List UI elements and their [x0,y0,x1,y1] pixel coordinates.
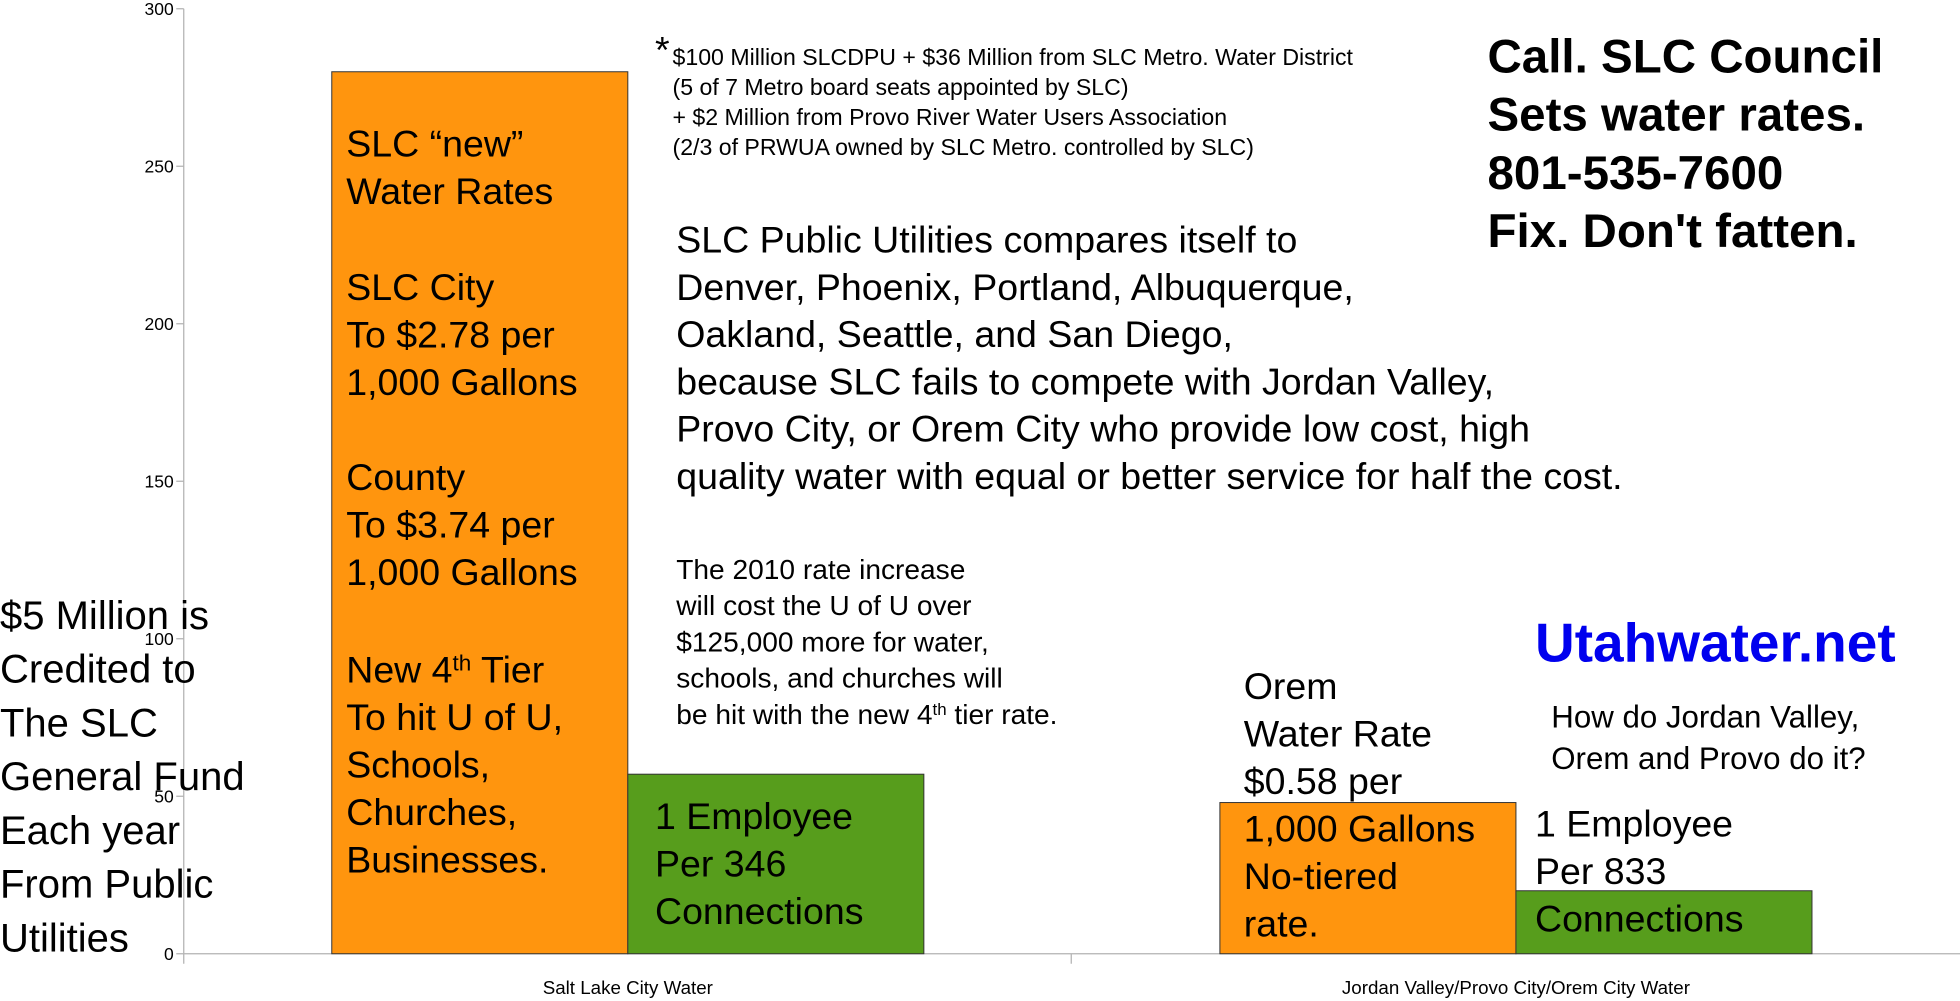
y-tick-label: 100 [145,629,174,649]
annotation: From Public [0,863,213,907]
annotation: County [346,456,465,498]
x-tick-label: Jordan Valley/Provo City/Orem City Water [1342,977,1690,998]
annotation: How do Jordan Valley, [1551,700,1859,735]
annotation-text: Tier [471,649,544,691]
bar [331,71,629,955]
annotation: Denver, Phoenix, Portland, Albuquerque, [676,266,1354,308]
annotation: $100 Million SLCDPU + $36 Million from S… [673,44,1354,70]
annotation: Connections [655,890,863,932]
x-tick-label: Salt Lake City Water [543,977,713,998]
annotation: General Fund [0,755,245,799]
bar [1219,802,1517,955]
annotation: SLC “new” [346,122,523,164]
superscript: th [453,650,472,675]
annotation: Provo City, or Orem City who provide low… [676,408,1530,450]
y-tick-label: 50 [154,787,174,807]
annotation: Orem and Provo do it? [1551,741,1865,776]
annotation: quality water with equal or better servi… [676,455,1622,497]
annotation: To $2.78 per [346,314,554,356]
y-tick-label: 0 [164,944,174,964]
annotation: To hit U of U, [346,696,563,738]
annotation: SLC City [346,266,494,308]
annotation: rate. [1244,902,1319,944]
bar [627,773,925,955]
y-tick-label: 300 [145,0,174,19]
y-tick-label: 150 [145,472,174,492]
annotation: $0.58 per [1244,760,1402,802]
annotation: To $3.74 per [346,504,554,546]
annotation: 1 Employee [655,795,853,837]
annotation: $5 Million is [0,594,209,638]
annotation-text: New 4 [346,649,452,691]
annotation: Credited to [0,648,196,692]
annotation: Oakland, Seattle, and San Diego, [676,313,1233,355]
annotation: Schools, [346,744,490,786]
annotation: 801-535-7600 [1488,147,1784,200]
annotation: schools, and churches will [676,663,1003,694]
y-tick-label: 200 [145,314,174,334]
annotation: The SLC [0,701,158,745]
annotation: Call. SLC Council [1488,31,1884,84]
annotation: Fix. Don't fatten. [1488,205,1858,258]
superscript: th [933,699,947,718]
annotation: Per 346 [655,842,786,884]
bar [1515,890,1813,955]
annotation: Per 833 [1535,850,1666,892]
annotation-text: be hit with the new 4 [676,699,932,730]
annotation: No-tiered [1244,855,1398,897]
annotation: New 4th Tier [346,649,544,691]
annotation: Water Rates [346,170,553,212]
annotation: Water Rate [1244,712,1432,754]
y-tick-label: 250 [145,157,174,177]
annotation: 1 Employee [1535,802,1733,844]
annotation: Sets water rates. [1488,89,1866,142]
annotation: 1,000 Gallons [346,551,577,593]
annotation: Businesses. [346,839,548,881]
annotation-text: tier rate. [947,699,1058,730]
annotation: (2/3 of PRWUA owned by SLC Metro. contro… [673,134,1254,160]
annotation: will cost the U of U over [675,590,971,621]
annotation: 1,000 Gallons [1244,807,1475,849]
annotation: $125,000 more for water, [676,626,989,657]
annotation: Utahwater.net [1535,611,1896,673]
annotation: Connections [1535,897,1743,939]
annotation: + $2 Million from Provo River Water User… [673,104,1228,130]
annotation: SLC Public Utilities compares itself to [676,219,1297,261]
annotation: (5 of 7 Metro board seats appointed by S… [673,74,1129,100]
annotation: Each year [0,809,180,853]
annotation: be hit with the new 4th tier rate. [676,699,1057,730]
annotation: 1,000 Gallons [346,361,577,403]
annotation: because SLC fails to compete with Jordan… [676,360,1494,402]
annotation: Orem [1244,665,1338,707]
annotation: Utilities [0,916,129,960]
annotation: * [655,29,670,71]
annotation: Churches, [346,791,517,833]
annotation: The 2010 rate increase [676,554,965,585]
